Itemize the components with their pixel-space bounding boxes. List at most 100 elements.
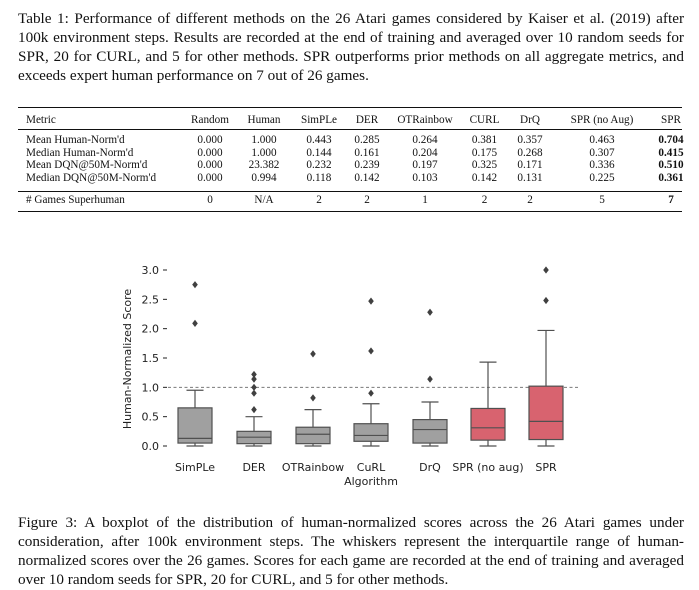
table-cell: SimPLe [300,114,338,127]
table-cell: DER [355,114,379,127]
row-label: Median DQN@50M-Norm'd [26,171,157,184]
outlier-point [427,308,433,316]
table-cell: 2 [481,194,488,207]
table-cell: 0.161 [354,146,380,159]
table-cell: 0.357 [517,134,543,146]
outlier-point [368,297,374,305]
table-cell: 2 [316,194,322,207]
table-cell: 0.264 [412,134,438,146]
table-cell: 0.443 [306,134,332,146]
table-cell: 0.239 [354,159,380,172]
table-cell: CURL [469,114,500,127]
table-cell: 0.197 [412,159,438,172]
table-cell: 0.144 [306,146,332,159]
table-cell: 0 [207,194,213,207]
boxplot-plot-area: 0.0 0.5 1.0 1.5 2.0 2.5 3.0 SimPLe DER OTRainbow C… [142,264,578,474]
x-tick-label: CuRL [357,461,386,474]
table-cell: 0.000 [197,171,223,184]
table-cell: 0.118 [306,171,332,184]
y-tick-label: 0.5 [142,411,160,424]
table-cell: 0.103 [412,171,438,184]
outlier-point [543,266,549,274]
table-bottom-rule [18,211,682,213]
results-table: Metric Random Human SimPLe DER OTRainbow CURL D… [26,111,691,207]
box [353,423,389,442]
outlier-point [310,394,316,402]
table-cell: 0.336 [589,159,615,172]
row-label: Metric [26,114,56,127]
table-cell: OTRainbow [397,114,453,127]
row-label: Mean DQN@50M-Norm'd [26,159,148,172]
outlier-point [251,375,257,383]
table-cell: 0.000 [197,146,223,159]
table-cell: 0.381 [471,134,498,146]
table-row: Mean Human-Norm'd 0.000 1.000 0.443 0.285 0.2… [26,134,691,147]
outlier-point [310,350,316,358]
table-cell: 23.382 [248,159,280,172]
table-row: Median Human-Norm'd 0.000 1.000 0.144 0.161 0… [26,147,691,160]
table-header-rule [18,129,682,130]
outlier-point [251,406,257,414]
table-cell: 5 [599,194,605,207]
table-cell: 0.131 [517,171,543,184]
y-tick-label: 0.0 [142,440,160,453]
table-cell: 0.175 [471,146,498,159]
x-axis-label: Algorithm [344,475,398,488]
outlier-point [251,389,257,397]
y-tick-label: 2.0 [142,323,160,336]
table-row: Mean DQN@50M-Norm'd 0.000 23.382 0.232 0.239… [26,159,691,172]
box [177,407,213,444]
outlier-point [543,296,549,305]
table-cell: 0.463 [589,134,615,146]
spacer-row [26,184,691,193]
y-tick-label: 1.0 [142,381,160,394]
box [470,407,506,441]
row-label: Median Human-Norm'd [26,146,134,159]
x-tick-label: SPR [535,461,557,474]
table-cell: SPR (no Aug) [570,114,634,127]
table-cell: N/A [254,194,274,207]
table-header-row: Metric Random Human SimPLe DER OTRainbow CURL D… [26,111,691,130]
x-tick-label: SimPLe [175,461,215,474]
y-tick-label: 2.5 [142,293,160,306]
table-body-rule [18,191,682,192]
table-cell: 2 [364,194,370,207]
table-cell: 1.000 [251,146,277,159]
table-cell: 0.142 [471,171,498,184]
table-cell: 0.510 [658,159,684,172]
table-cell: 1.000 [251,134,277,146]
table-cell: SPR [661,114,681,127]
table-cell: 0.415 [658,146,684,159]
box [295,426,331,445]
table-cell: 0.994 [251,171,277,184]
table-cell: 0.325 [471,159,498,172]
x-tick-label: OTRainbow [282,461,344,474]
table-top-rule [18,107,682,109]
table-cell: 2 [527,194,533,207]
box [412,419,448,444]
table-cell: 0.307 [589,146,615,159]
table-cell: Human [247,114,281,127]
outlier-point [192,281,198,289]
table-cell: 0.232 [306,159,332,172]
table-cell: 0.000 [197,134,223,146]
table-cell: 0.142 [354,171,380,184]
table-cell: 0.361 [658,171,684,184]
table-caption: Table 1: Performance of different method… [18,10,684,84]
table-cell: Random [191,114,229,127]
y-tick-label: 1.5 [142,352,160,365]
row-label: # Games Superhuman [26,194,125,207]
figure-caption: Figure 3: A boxplot of the distribution … [18,514,684,588]
table-cell: 7 [668,194,674,207]
table-cell: 0.704 [658,134,684,146]
table-row: Median DQN@50M-Norm'd 0.000 0.994 0.118 0.14… [26,172,691,185]
y-axis-label: Human-Normalized Score [121,289,134,430]
table-cell: 0.268 [517,146,543,159]
table-cell: 0.204 [412,146,438,159]
table-cell: 0.225 [589,171,615,184]
outlier-point [192,319,198,327]
table-cell: 0.171 [517,159,543,172]
y-tick-label: 3.0 [142,264,160,277]
outlier-point [368,347,374,355]
summary-row: # Games Superhuman 0 N/A 2 2 1 2 2 5 7 [26,193,691,207]
